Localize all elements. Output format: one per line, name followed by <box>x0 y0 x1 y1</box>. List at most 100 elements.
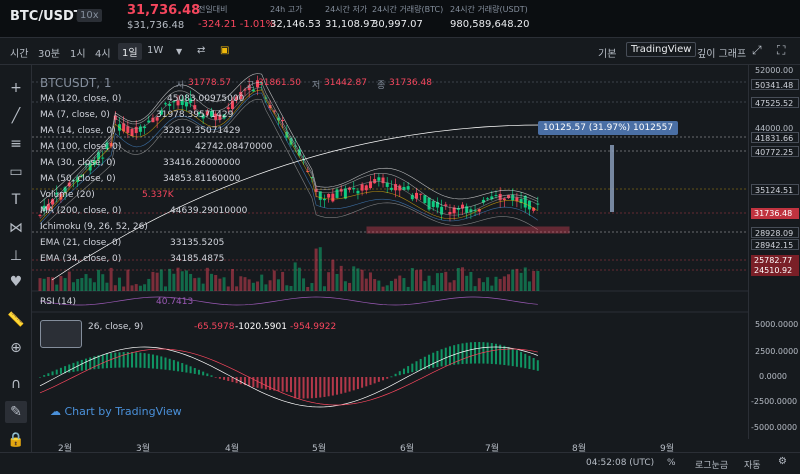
indicators-icon[interactable]: ⇄ <box>197 45 206 56</box>
icon-shapes-icon[interactable]: ♥ <box>9 274 23 290</box>
stat-value-low: 31,108.97 <box>325 19 376 30</box>
settings-icon[interactable]: ▣ <box>220 45 230 56</box>
expand-icon[interactable]: ⤢ <box>752 43 762 57</box>
candle-body <box>235 96 239 101</box>
chart-pane[interactable]: 10125.57 (31.97%) 1012557 BTCUSDT, 1 시 3… <box>32 65 748 439</box>
macd-histogram-bar <box>461 343 464 365</box>
volume-bar <box>419 269 423 291</box>
candle-body <box>97 152 101 160</box>
candle-body <box>331 193 335 202</box>
macd-histogram-bar <box>532 357 535 370</box>
volume-bar <box>276 279 280 291</box>
magnet-icon[interactable]: ∩ <box>10 376 22 392</box>
candle-body <box>155 117 159 121</box>
macd-histogram-bar <box>440 349 443 367</box>
draw-mode-icon[interactable]: ✎ <box>5 401 27 423</box>
volume-bar <box>117 277 121 291</box>
fib-icon[interactable]: ≡ <box>10 136 22 152</box>
volume-bar <box>435 273 439 291</box>
macd-histogram-bar <box>118 352 121 368</box>
volume-bar <box>205 267 209 291</box>
macd-histogram-bar <box>160 356 163 370</box>
interval-1w[interactable]: 1W <box>147 45 164 56</box>
macd-histogram-bar <box>193 368 196 374</box>
macd-histogram-bar <box>189 366 192 374</box>
macd-legend-value-macd: -65.5978 <box>194 322 235 332</box>
candle-body <box>481 199 485 203</box>
macd-histogram-bar <box>269 377 272 390</box>
candle-body <box>515 197 519 202</box>
macd-tick-0: 0.0000 <box>759 372 787 381</box>
macd-histogram-bar <box>402 368 405 375</box>
volume-bar <box>230 268 234 291</box>
macd-histogram-bar <box>373 377 376 384</box>
view-tradingview[interactable]: TradingView <box>626 42 697 57</box>
interval-4h[interactable]: 4시 <box>95 49 111 60</box>
price-axis[interactable]: 52000.00 44000.00 50341.48 47525.52 41831.… <box>748 65 800 439</box>
rectangle-icon[interactable]: ▭ <box>9 164 23 180</box>
candle-body <box>302 159 306 161</box>
volume-bar <box>398 275 402 291</box>
macd-histogram-bar <box>206 373 209 377</box>
indicator-value: 45083.00975000 <box>167 94 245 104</box>
text-icon[interactable]: T <box>11 192 21 208</box>
interval-1h[interactable]: 1시 <box>70 49 86 60</box>
indicator-value: 32819.35071429 <box>163 126 241 136</box>
macd-histogram-bar <box>55 369 58 375</box>
pattern-icon[interactable]: ⋈ <box>9 220 23 236</box>
interval-30m[interactable]: 30분 <box>38 49 60 60</box>
view-basic[interactable]: 기본 <box>598 49 617 60</box>
volume-bar <box>507 274 511 291</box>
volume-bar <box>113 285 117 291</box>
trendline-icon[interactable]: ╱ <box>11 108 21 124</box>
candle-body <box>168 103 172 106</box>
stat-label-high: 24h 고가 <box>270 5 303 14</box>
volume-bar <box>268 280 272 291</box>
macd-histogram-bar <box>319 377 322 398</box>
interval-dropdown-icon[interactable]: ▼ <box>176 47 183 56</box>
tradingview-branding[interactable]: ☁ Chart by TradingView <box>50 405 182 418</box>
candle-body <box>251 89 255 92</box>
indicator-name: Volume (20) <box>40 190 95 200</box>
ruler-icon[interactable]: 📏 <box>7 312 25 328</box>
auto-scale-toggle[interactable]: 자동 <box>744 461 761 471</box>
fullscreen-icon[interactable]: ⛶ <box>777 43 786 57</box>
volume-bar <box>302 278 306 291</box>
stat-label-volume-btc: 24시간 거래량(BTC) <box>372 5 444 14</box>
legend-high-value: 31861.50 <box>258 78 301 88</box>
volume-bar <box>289 285 293 291</box>
macd-tick-neg5000: -5000.0000 <box>751 423 798 432</box>
candle-body <box>502 198 506 201</box>
candle-body <box>389 187 393 190</box>
stat-label-low: 24시간 저가 <box>325 5 368 14</box>
macd-settings-button[interactable] <box>40 320 82 348</box>
volume-bar <box>46 277 50 291</box>
lock-icon[interactable]: 🔒 <box>7 432 25 448</box>
candle-body <box>461 204 465 209</box>
macd-histogram-bar <box>39 377 41 378</box>
percent-toggle[interactable]: % <box>667 458 676 468</box>
macd-histogram-bar <box>260 377 263 389</box>
zoom-in-icon[interactable]: ⊕ <box>10 340 22 356</box>
indicator-name: EMA (34, close, 0) <box>40 254 122 264</box>
volume-bar <box>427 275 431 291</box>
utc-clock[interactable]: 04:52:08 (UTC) <box>586 458 655 468</box>
prediction-icon[interactable]: ⊥ <box>9 248 23 264</box>
moving-average-line <box>39 73 538 204</box>
indicator-name: MA (200, close, 0) <box>40 206 122 216</box>
macd-histogram-bar <box>390 376 393 378</box>
time-tick-feb: 2월 <box>58 444 73 454</box>
macd-histogram-bar <box>114 352 117 368</box>
settings-gear-icon[interactable]: ⚙ <box>778 456 787 467</box>
macd-histogram-bar <box>281 377 284 392</box>
candle-body <box>230 100 234 109</box>
time-tick-jul: 7월 <box>485 444 500 454</box>
symbol-title[interactable]: BTC/USDT <box>10 9 83 24</box>
interval-1d[interactable]: 1일 <box>118 43 142 60</box>
log-scale-toggle[interactable]: 로그눈금 <box>695 461 729 471</box>
macd-histogram-bar <box>511 348 514 367</box>
candle-body <box>151 117 155 123</box>
view-depth[interactable]: 깊이 그래프 <box>697 49 747 60</box>
indicator-value: 33135.5205 <box>170 238 225 248</box>
crosshair-icon[interactable]: + <box>10 80 22 96</box>
